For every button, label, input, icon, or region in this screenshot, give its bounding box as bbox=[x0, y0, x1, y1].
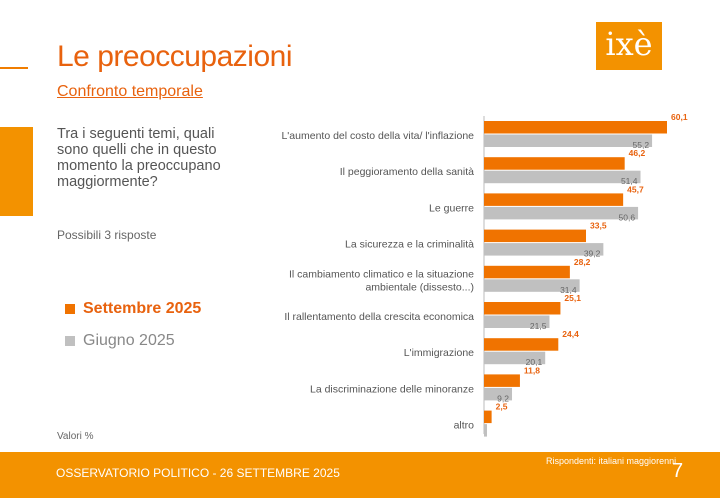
data-label-giugno: 31,4 bbox=[560, 285, 577, 295]
data-label-giugno: 51,4 bbox=[621, 176, 638, 186]
bar-giugno bbox=[484, 387, 513, 401]
bar-settembre bbox=[484, 157, 625, 170]
page-title: Le preoccupazioni bbox=[57, 40, 293, 73]
legend-label-giugno: Giugno 2025 bbox=[83, 332, 175, 349]
category-label: Il cambiamento climatico e la situazione… bbox=[289, 268, 474, 293]
data-label-settembre: 45,7 bbox=[627, 184, 644, 194]
bar-giugno bbox=[484, 279, 580, 292]
bar-settembre bbox=[484, 121, 667, 134]
bar-settembre bbox=[484, 410, 492, 424]
category-label: La discriminazione delle minoranze bbox=[310, 383, 474, 395]
survey-question: Tra i seguenti temi, quali sono quelli c… bbox=[57, 126, 221, 190]
bar-giugno bbox=[484, 206, 639, 220]
data-label-giugno: 21,5 bbox=[530, 321, 547, 331]
bar-settembre bbox=[484, 193, 624, 206]
footer-bar: OSSERVATORIO POLITICO - 26 SETTEMBRE 202… bbox=[0, 452, 720, 498]
bar-giugno-stub bbox=[484, 424, 487, 437]
category-label: L'immigrazione bbox=[404, 347, 474, 359]
data-label-giugno: 50,6 bbox=[619, 212, 636, 222]
side-accent-tab bbox=[0, 127, 33, 216]
data-label-settembre: 28,2 bbox=[574, 257, 591, 267]
bar-giugno bbox=[484, 170, 641, 184]
bar-settembre bbox=[484, 374, 520, 387]
bar-settembre bbox=[484, 302, 561, 315]
page-number: 7 bbox=[672, 460, 684, 482]
category-label: altro bbox=[454, 420, 475, 432]
data-label-settembre: 11,8 bbox=[524, 365, 540, 375]
data-label-giugno: 55,2 bbox=[633, 140, 650, 150]
bar-giugno bbox=[484, 243, 604, 256]
category-label: L'aumento del costo della vita/ l'inflaz… bbox=[281, 130, 474, 142]
data-label-giugno: 20,1 bbox=[526, 357, 543, 367]
data-label-settembre: 24,4 bbox=[562, 329, 579, 339]
bar-giugno bbox=[484, 134, 653, 147]
answer-note: Possibili 3 risposte bbox=[57, 228, 157, 242]
page-subtitle: Confronto temporale bbox=[57, 83, 203, 100]
legend-item-giugno: Giugno 2025 bbox=[65, 332, 201, 350]
bar-settembre bbox=[484, 338, 559, 351]
category-label: Il peggioramento della sanità bbox=[340, 166, 474, 178]
legend-swatch-settembre bbox=[65, 304, 75, 314]
bar-giugno bbox=[484, 315, 550, 328]
category-label: Le guerre bbox=[429, 202, 474, 214]
bar-settembre bbox=[484, 229, 587, 243]
data-label-settembre: 60,1 bbox=[671, 112, 688, 122]
legend-swatch-giugno bbox=[65, 336, 75, 346]
data-label-settembre: 25,1 bbox=[564, 293, 581, 303]
values-note: Valori % bbox=[57, 431, 94, 442]
data-label-settembre: 46,2 bbox=[629, 148, 646, 158]
bar-settembre bbox=[484, 265, 570, 279]
data-label-settembre: 2,5 bbox=[496, 402, 508, 412]
footer-title: OSSERVATORIO POLITICO - 26 SETTEMBRE 202… bbox=[56, 466, 340, 480]
orange-rule bbox=[0, 67, 28, 69]
ixe-logo: ixè bbox=[596, 22, 662, 70]
category-label: Il rallentamento della crescita economic… bbox=[284, 311, 474, 323]
category-label: La sicurezza e la criminalità bbox=[345, 239, 474, 251]
data-label-giugno: 39,2 bbox=[584, 249, 601, 259]
footer-respondents: Rispondenti: italiani maggiorenni bbox=[546, 456, 677, 466]
data-label-settembre: 33,5 bbox=[590, 221, 607, 231]
bar-giugno bbox=[484, 351, 546, 365]
data-label-giugno: 9,2 bbox=[497, 393, 509, 403]
bar-chart: L'aumento del costo della vita/ l'inflaz… bbox=[281, 112, 688, 437]
chart-legend: Settembre 2025 Giugno 2025 bbox=[65, 300, 201, 364]
legend-item-settembre: Settembre 2025 bbox=[65, 300, 201, 318]
legend-label-settembre: Settembre 2025 bbox=[83, 300, 202, 317]
